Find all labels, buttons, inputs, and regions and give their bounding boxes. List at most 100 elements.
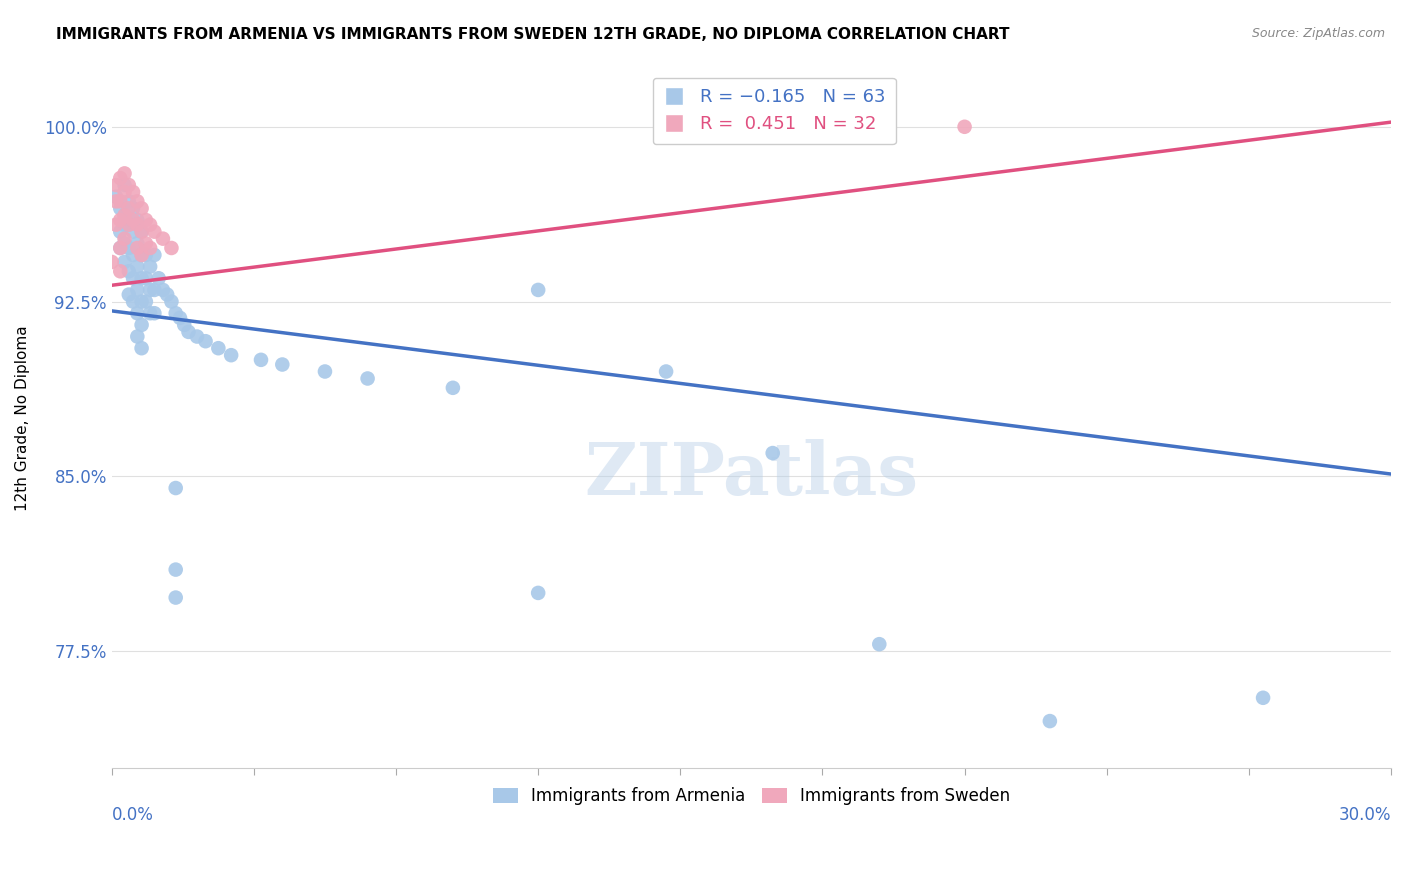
Point bbox=[122, 248, 145, 262]
Point bbox=[139, 283, 162, 297]
Point bbox=[131, 248, 153, 262]
Point bbox=[118, 202, 141, 216]
Point bbox=[127, 241, 149, 255]
Point bbox=[139, 241, 162, 255]
Point bbox=[122, 185, 145, 199]
Point bbox=[314, 364, 336, 378]
Point bbox=[122, 202, 145, 216]
Point bbox=[143, 225, 166, 239]
Point bbox=[165, 591, 187, 605]
Point bbox=[143, 306, 166, 320]
Point bbox=[118, 241, 141, 255]
Point bbox=[127, 194, 149, 209]
Point bbox=[207, 341, 229, 355]
Point bbox=[868, 637, 890, 651]
Point bbox=[110, 194, 132, 209]
Point bbox=[131, 225, 153, 239]
Point bbox=[114, 255, 136, 269]
Point bbox=[131, 202, 153, 216]
Point bbox=[110, 171, 132, 186]
Point bbox=[110, 241, 132, 255]
Point bbox=[127, 260, 149, 274]
Point bbox=[219, 348, 242, 362]
Point bbox=[122, 213, 145, 227]
Point bbox=[177, 325, 200, 339]
Point bbox=[118, 264, 141, 278]
Point bbox=[127, 329, 149, 343]
Point bbox=[194, 334, 217, 349]
Point bbox=[114, 208, 136, 222]
Point bbox=[1039, 714, 1062, 728]
Point bbox=[165, 306, 187, 320]
Point bbox=[118, 178, 141, 192]
Point bbox=[160, 241, 183, 255]
Point bbox=[122, 271, 145, 285]
Point bbox=[122, 225, 145, 239]
Point bbox=[114, 178, 136, 192]
Point bbox=[105, 178, 128, 192]
Point bbox=[762, 446, 785, 460]
Point bbox=[135, 294, 157, 309]
Point bbox=[118, 218, 141, 232]
Point bbox=[118, 218, 141, 232]
Legend: Immigrants from Armenia, Immigrants from Sweden: Immigrants from Armenia, Immigrants from… bbox=[486, 780, 1017, 812]
Point bbox=[1251, 690, 1274, 705]
Point bbox=[135, 271, 157, 285]
Y-axis label: 12th Grade, No Diploma: 12th Grade, No Diploma bbox=[15, 326, 30, 511]
Point bbox=[527, 586, 550, 600]
Point bbox=[131, 294, 153, 309]
Point bbox=[135, 236, 157, 251]
Point bbox=[110, 241, 132, 255]
Point bbox=[131, 341, 153, 355]
Point bbox=[135, 248, 157, 262]
Text: Source: ZipAtlas.com: Source: ZipAtlas.com bbox=[1251, 27, 1385, 40]
Point bbox=[110, 225, 132, 239]
Point bbox=[143, 248, 166, 262]
Point bbox=[122, 294, 145, 309]
Point bbox=[118, 287, 141, 301]
Point bbox=[173, 318, 195, 332]
Point bbox=[131, 225, 153, 239]
Point bbox=[441, 381, 464, 395]
Point bbox=[131, 248, 153, 262]
Point bbox=[110, 264, 132, 278]
Point bbox=[110, 202, 132, 216]
Point bbox=[139, 260, 162, 274]
Point bbox=[186, 329, 208, 343]
Point bbox=[156, 287, 179, 301]
Point bbox=[114, 166, 136, 180]
Text: 0.0%: 0.0% bbox=[111, 806, 153, 824]
Point bbox=[114, 208, 136, 222]
Text: IMMIGRANTS FROM ARMENIA VS IMMIGRANTS FROM SWEDEN 12TH GRADE, NO DIPLOMA CORRELA: IMMIGRANTS FROM ARMENIA VS IMMIGRANTS FR… bbox=[56, 27, 1010, 42]
Point bbox=[160, 294, 183, 309]
Point bbox=[148, 271, 170, 285]
Point bbox=[105, 218, 128, 232]
Point bbox=[127, 213, 149, 227]
Point bbox=[127, 236, 149, 251]
Point bbox=[152, 283, 174, 297]
Point bbox=[114, 236, 136, 251]
Point bbox=[127, 218, 149, 232]
Point bbox=[127, 283, 149, 297]
Point bbox=[114, 185, 136, 199]
Point bbox=[953, 120, 976, 134]
Point bbox=[152, 232, 174, 246]
Point bbox=[105, 194, 128, 209]
Point bbox=[131, 318, 153, 332]
Point bbox=[118, 194, 141, 209]
Point bbox=[105, 190, 128, 204]
Point bbox=[135, 213, 157, 227]
Text: ZIPatlas: ZIPatlas bbox=[585, 439, 918, 509]
Point bbox=[127, 306, 149, 320]
Point bbox=[110, 213, 132, 227]
Text: 30.0%: 30.0% bbox=[1339, 806, 1391, 824]
Point bbox=[165, 481, 187, 495]
Point bbox=[655, 364, 678, 378]
Point bbox=[356, 371, 378, 385]
Point bbox=[139, 218, 162, 232]
Point bbox=[271, 358, 294, 372]
Point bbox=[165, 563, 187, 577]
Point bbox=[527, 283, 550, 297]
Point bbox=[250, 352, 273, 367]
Point bbox=[139, 306, 162, 320]
